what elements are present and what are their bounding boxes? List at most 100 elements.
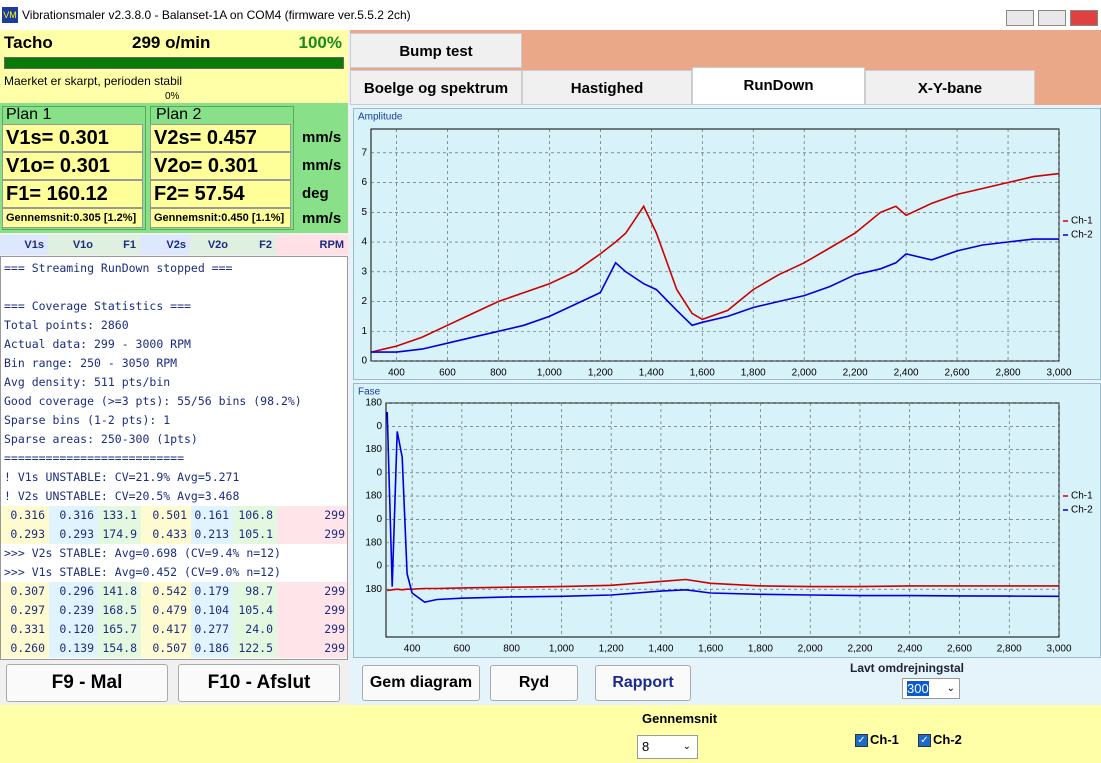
low-speed-value: 300 [907,681,929,696]
series-line [386,411,1060,603]
maximize-button[interactable] [1038,10,1066,26]
averaging-select[interactable]: 8 ⌄ [637,735,698,759]
progress-bar [4,57,344,69]
unit: mm/s [302,157,342,174]
log-cell: 0.297 [1,601,49,620]
plot-area [385,402,1060,638]
log-cell: 0.293 [49,525,98,544]
log-line: ! V2s UNSTABLE: CV=20.5% Avg=3.468 [4,489,240,503]
checkbox-label: Ch-1 [870,732,899,747]
x-tick-label: 1,400 [648,644,673,655]
tab[interactable]: RunDown [692,67,865,105]
y-tick-label: 0 [376,561,382,572]
f10-button[interactable]: F10 - Afslut [178,664,340,702]
x-tick-label: 800 [490,368,507,379]
log-cell: 174.9 [98,525,141,544]
column-label: V2s [140,235,190,255]
log-cell: 0.161 [191,506,233,525]
checkbox[interactable]: ✓ [918,734,931,747]
column-label: F1 [97,235,140,255]
tab[interactable]: X-Y-bane [865,70,1035,105]
x-tick-label: 1,200 [599,644,624,655]
log-cell: 0.293 [1,525,49,544]
plan2-vs: V2s= 0.457 [150,124,291,152]
x-tick-label: 1,400 [639,368,664,379]
y-tick-label: 2 [361,296,367,307]
x-tick-label: 1,000 [537,368,562,379]
report-button[interactable]: Rapport [595,665,691,701]
x-tick-label: 800 [503,644,520,655]
log-cell: 299 [277,582,347,601]
tacho-label: Tacho [4,33,53,52]
plan2-average: Gennemsnit:0.450 [1.1%] [150,208,291,228]
column-label: V2o [190,235,232,255]
unit: deg [302,185,329,202]
checkbox[interactable]: ✓ [855,734,868,747]
minimize-button[interactable] [1006,10,1034,26]
x-tick-label: 2,600 [947,644,972,655]
log-cell: 0.316 [1,506,49,525]
tab[interactable]: Hastighed [522,70,692,105]
legend-label: Ch-1 [1071,216,1093,227]
column-header: V1s V1o F1 V2s V2o F2 RPM [0,235,348,255]
log-cell: 0.507 [141,639,191,658]
y-tick-label: 180 [365,398,382,409]
log-line: === Streaming RunDown stopped === [4,261,233,275]
log-cell: 106.8 [233,506,277,525]
log-cell: 0.296 [49,582,98,601]
tacho-panel: Tacho 299 o/min 100% Maerket er skarpt, … [0,30,348,103]
log-cell: 165.7 [98,620,141,639]
x-tick-label: 2,000 [792,368,817,379]
bottom-bar: Gennemsnit 8 ⌄ ✓ Ch-1 ✓ Ch-2 [0,705,1101,763]
log-cell: 299 [277,639,347,658]
log-line: Sparse bins (1-2 pts): 1 [4,413,171,427]
y-tick-label: 1 [361,326,367,337]
plan2-title: Plan 2 [156,106,202,123]
log-cell: 24.0 [233,620,277,639]
app-icon: VM [2,7,18,23]
log-cell: 0.239 [49,601,98,620]
f9-button[interactable]: F9 - Mal [6,664,168,702]
x-tick-label: 2,600 [945,368,970,379]
log-cell: 0.417 [141,620,191,639]
log-cell: 0.104 [191,601,233,620]
log-cell: 0.479 [141,601,191,620]
x-tick-label: 3,000 [1046,644,1071,655]
tab[interactable]: Boelge og spektrum [350,70,522,105]
log-line: Avg density: 511 pts/bin [4,375,171,389]
x-tick-label: 2,200 [847,644,872,655]
log-cell: 0.120 [49,620,98,639]
y-tick-label: 7 [361,147,367,158]
close-button[interactable] [1070,10,1098,26]
clear-button[interactable]: Ryd [490,665,578,701]
unit: mm/s [302,129,342,146]
low-speed-select[interactable]: 300 ⌄ [902,678,960,699]
x-tick-label: 1,000 [549,644,574,655]
log-cell: 98.7 [233,582,277,601]
x-tick-label: 400 [388,368,405,379]
y-tick-label: 0 [376,514,382,525]
log-cell: 0.433 [141,525,191,544]
plan1-title: Plan 1 [6,106,52,123]
save-diagram-button[interactable]: Gem diagram [362,665,480,701]
x-tick-label: 1,800 [748,644,773,655]
log-cell: 0.213 [191,525,233,544]
log-cell: 168.5 [98,601,141,620]
log-line: Total points: 2860 [4,318,129,332]
log-cell: 299 [277,506,347,525]
x-tick-label: 2,800 [996,368,1021,379]
legend-label: Ch-2 [1071,230,1093,241]
unit: mm/s [302,210,342,227]
plan1-average: Gennemsnit:0.305 [1.2%] [2,208,143,228]
plan1-vs: V1s= 0.301 [2,124,143,152]
log-line: ========================== [4,451,185,465]
log-line: Sparse areas: 250-300 (1pts) [4,432,198,446]
progress-label: 0% [165,91,180,102]
y-tick-label: 3 [361,266,367,277]
tab[interactable]: Bump test [350,33,522,68]
log-line: >>> V1s STABLE: Avg=0.452 (CV=9.0% n=12) [4,565,281,579]
x-tick-label: 600 [439,368,456,379]
x-tick-label: 1,800 [741,368,766,379]
